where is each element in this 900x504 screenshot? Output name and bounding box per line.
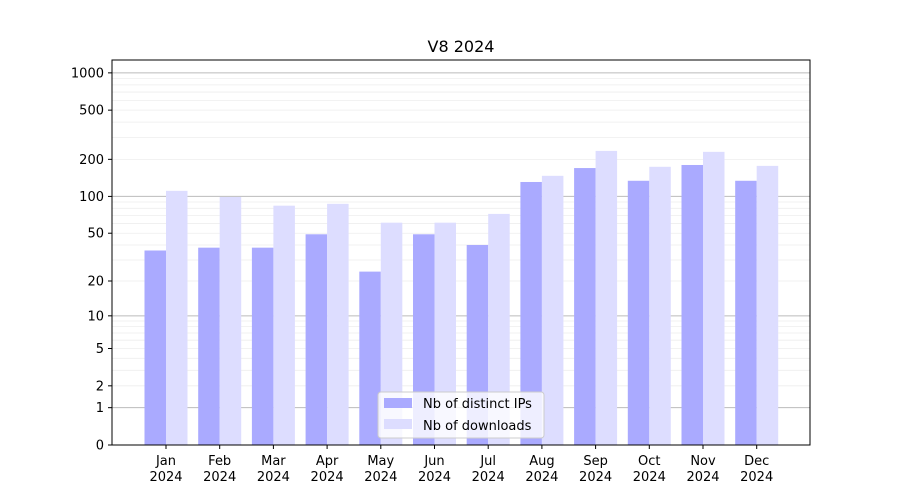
x-tick-label: Mar 2024: [257, 454, 290, 485]
plot-frame: [111, 59, 811, 446]
bar-downloads: [756, 165, 779, 445]
x-tick-label-line: 2024: [418, 470, 451, 485]
x-tick-label-line: 2024: [525, 470, 558, 485]
x-tick-label: Apr 2024: [311, 454, 344, 485]
bar-downloads: [327, 203, 349, 445]
x-tick-label-line: Oct: [638, 454, 660, 469]
y-tick-label: 200: [79, 153, 104, 168]
bar-ips: [251, 247, 274, 445]
x-tick-label: Jun 2024: [418, 454, 451, 485]
x-tick-label-line: 2024: [203, 470, 236, 485]
x-tick-label: Jul 2024: [472, 454, 505, 485]
y-tick-label: 1: [96, 401, 104, 416]
y-tick-label: 2: [96, 379, 104, 394]
y-tick-label: 5: [96, 342, 104, 357]
bar-ips: [681, 164, 703, 445]
x-tick-label-line: 2024: [740, 470, 773, 485]
bar-downloads: [703, 151, 725, 445]
bar-downloads: [273, 205, 295, 445]
y-tick-label: 1000: [71, 66, 104, 81]
bar-ips: [359, 271, 381, 445]
x-tick-label-line: 2024: [364, 470, 397, 485]
bar-downloads: [488, 213, 510, 445]
y-tick-label: 100: [79, 190, 104, 205]
x-tick-label-line: Jun: [423, 454, 444, 469]
bar-ips: [144, 250, 166, 445]
x-tick-label-line: 2024: [149, 470, 182, 485]
y-axis: 0 1 2 5 10 20 50 100 200 500 1000: [71, 66, 112, 454]
bar-downloads: [541, 175, 564, 445]
bar-ips: [627, 180, 650, 445]
x-tick-label: Feb 2024: [203, 454, 236, 485]
y-tick-label: 10: [87, 309, 104, 324]
x-tick-label-line: Jul: [479, 454, 496, 469]
legend-label-ips: Nb of distinct IPs: [423, 397, 532, 412]
x-tick-label-line: May: [367, 454, 394, 469]
y-tick-label: 50: [87, 227, 104, 242]
chart-title: V8 2024: [428, 37, 495, 56]
x-tick-label: Nov 2024: [686, 454, 719, 485]
x-tick-label: Jan 2024: [149, 454, 182, 485]
bar-downloads: [166, 190, 188, 445]
x-tick-label-line: Apr: [316, 454, 339, 469]
x-tick-label-line: 2024: [686, 470, 719, 485]
x-tick-label: May 2024: [364, 454, 397, 485]
x-tick-label-line: 2024: [257, 470, 290, 485]
bar-ips: [735, 180, 757, 445]
x-tick-label-line: 2024: [633, 470, 666, 485]
legend-label-downloads: Nb of downloads: [423, 419, 532, 434]
x-tick-label-line: Dec: [744, 454, 769, 469]
x-tick-label-line: 2024: [579, 470, 612, 485]
bar-ips: [574, 168, 596, 446]
bar-ips: [520, 181, 542, 445]
x-tick-label-line: Jan: [155, 454, 176, 469]
x-tick-label-line: 2024: [311, 470, 344, 485]
y-tick-label: 500: [79, 104, 104, 119]
x-tick-label-line: Feb: [208, 454, 231, 469]
x-tick-label-line: Aug: [529, 454, 554, 469]
x-tick-label: Sep 2024: [579, 454, 612, 485]
bar-downloads: [649, 166, 671, 445]
x-tick-label: Aug 2024: [525, 454, 558, 485]
bar-ips: [198, 247, 220, 445]
x-tick-label: Oct 2024: [633, 454, 666, 485]
y-tick-label: 0: [96, 439, 104, 454]
bar-downloads: [380, 222, 403, 445]
bars: [144, 150, 779, 446]
x-tick-label: Dec 2024: [740, 454, 773, 485]
legend-swatch-downloads: [384, 419, 412, 429]
x-tick-label-line: Nov: [690, 454, 716, 469]
x-tick-label-line: Mar: [261, 454, 286, 469]
bar-downloads: [595, 150, 618, 445]
bar-downloads: [219, 196, 242, 445]
y-tick-label: 20: [87, 275, 104, 290]
bar-ips: [305, 234, 328, 445]
bar-downloads: [434, 222, 456, 445]
legend: Nb of distinct IPs Nb of downloads: [377, 391, 545, 439]
legend-swatch-ips: [384, 398, 412, 408]
x-tick-label-line: Sep: [583, 454, 608, 469]
legend-box: [377, 391, 545, 439]
x-tick-label-line: 2024: [472, 470, 505, 485]
